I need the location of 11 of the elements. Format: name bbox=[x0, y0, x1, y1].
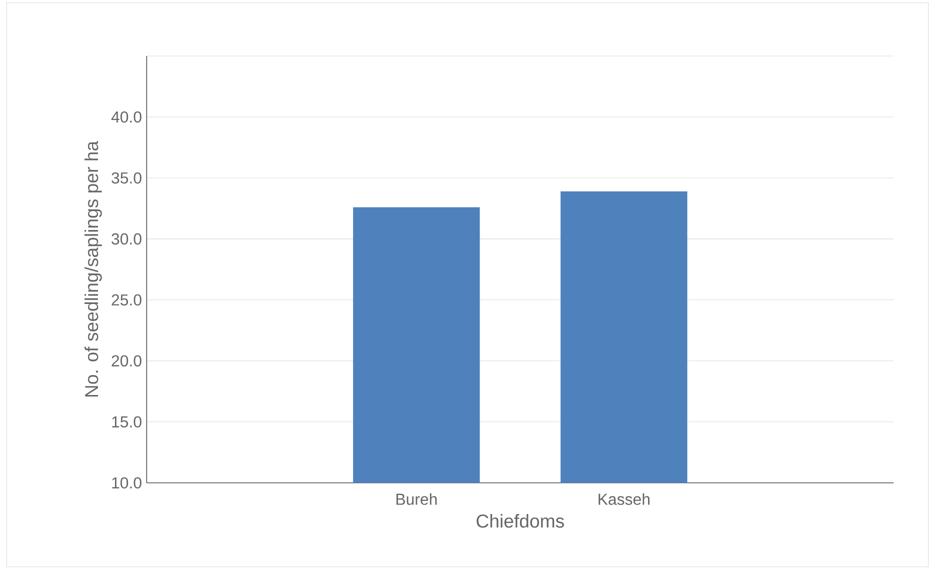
y-tick-label: 20.0 bbox=[112, 355, 142, 367]
y-tick-label: 10.0 bbox=[112, 477, 142, 489]
x-tick-label: Kasseh bbox=[598, 493, 650, 506]
y-tick-label: 35.0 bbox=[112, 172, 142, 184]
y-tick-label: 30.0 bbox=[112, 234, 142, 245]
x-tick-label: Bureh bbox=[396, 493, 437, 506]
y-tick-label: 15.0 bbox=[112, 416, 142, 428]
y-tick-label: 40.0 bbox=[111, 112, 142, 123]
y-tick-label: 25.0 bbox=[112, 294, 142, 306]
y-axis-title: No. of seedling/saplings per ha bbox=[84, 141, 102, 397]
x-axis-title: Chiefdoms bbox=[476, 514, 564, 528]
